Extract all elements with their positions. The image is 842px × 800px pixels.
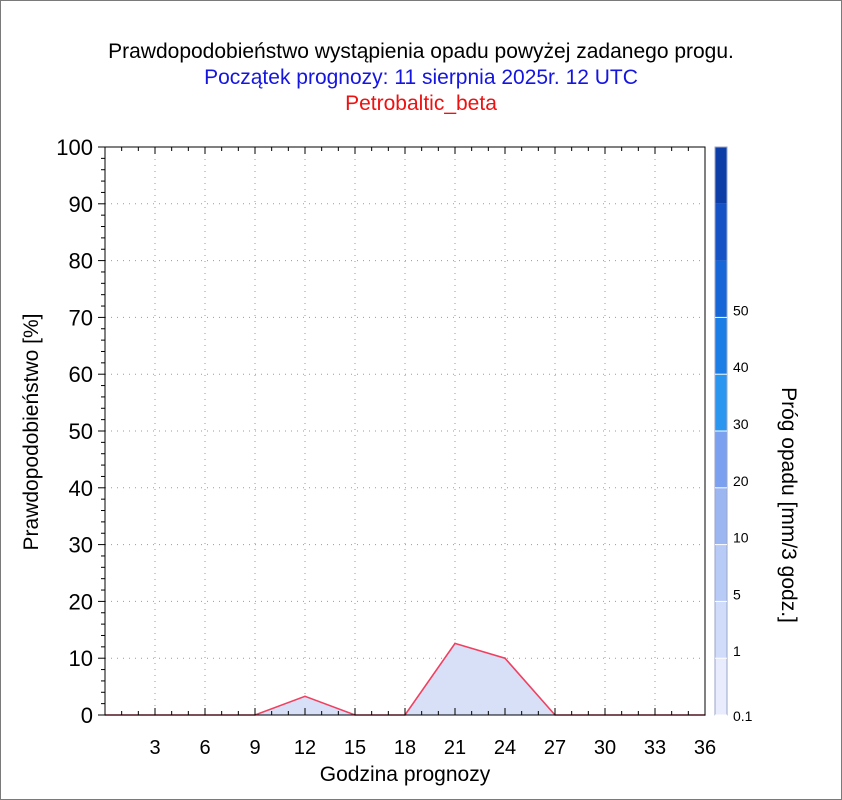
series-line <box>105 642 705 716</box>
grid <box>105 147 705 715</box>
data-point <box>504 657 506 659</box>
y-tick-label: 50 <box>69 419 93 444</box>
y-tick-label: 100 <box>56 135 93 160</box>
colorbar-segment <box>715 601 727 659</box>
colorbar-segment <box>715 544 727 602</box>
colorbar-label: Próg opadu [mm/3 godz.] <box>777 387 800 623</box>
y-tick-label: 10 <box>69 646 93 671</box>
y-tick-label: 20 <box>69 589 93 614</box>
data-point <box>454 642 456 645</box>
colorbar-tick-label: 1 <box>733 643 741 659</box>
colorbar-tick-label: 0.1 <box>733 708 753 724</box>
y-tick-label: 60 <box>69 362 93 387</box>
colorbar-tick-label: 40 <box>733 359 749 375</box>
x-tick-label: 30 <box>594 737 616 759</box>
colorbar-segment <box>715 374 727 431</box>
x-tick-label: 21 <box>444 737 466 759</box>
x-tick-label: 15 <box>344 737 366 759</box>
x-tick-label: 12 <box>294 737 316 759</box>
x-tick-label: 36 <box>694 737 716 759</box>
x-axis-label: Godzina prognozy <box>320 763 491 786</box>
y-axis-label: Prawdopodobieństwo [%] <box>20 314 43 551</box>
y-tick-label: 30 <box>69 533 93 558</box>
y-tick-label: 0 <box>81 703 93 728</box>
colorbar-segment <box>715 260 727 318</box>
colorbar: 0.1 1 5 10 20 30 40 50 <box>714 146 753 724</box>
x-tick-label: 6 <box>199 737 210 759</box>
colorbar-segment <box>715 317 727 375</box>
plot-area <box>104 642 706 716</box>
x-tick-labels: 3 6 9 12 15 18 21 24 27 30 33 36 <box>149 737 716 759</box>
x-tick-label: 18 <box>394 737 416 759</box>
model-name: Petrobaltic_beta <box>345 92 497 115</box>
x-tick-label: 27 <box>544 737 566 759</box>
colorbar-segment <box>715 203 727 261</box>
colorbar-tick-label: 20 <box>733 473 749 489</box>
colorbar-segment <box>715 487 727 545</box>
colorbar-tick-label: 50 <box>733 302 749 318</box>
x-tick-label: 33 <box>644 737 666 759</box>
chart-subtitle: Początek prognozy: 11 sierpnia 2025r. 12… <box>204 66 638 89</box>
x-tick-label: 24 <box>494 737 516 759</box>
data-point <box>304 695 306 698</box>
y-tick-label: 90 <box>69 192 93 217</box>
series-area <box>105 643 705 715</box>
x-tick-label: 9 <box>249 737 260 759</box>
y-tick-label: 80 <box>69 249 93 274</box>
y-tick-labels: 0 10 20 30 40 50 60 70 80 90 100 <box>56 135 93 728</box>
colorbar-tick-label: 10 <box>733 530 749 546</box>
colorbar-segment <box>715 147 727 204</box>
colorbar-segment <box>715 658 727 715</box>
colorbar-segment <box>715 431 727 488</box>
colorbar-tick-label: 5 <box>733 586 741 602</box>
y-tick-label: 40 <box>69 476 93 501</box>
tick-marks <box>98 146 706 716</box>
y-tick-label: 70 <box>69 305 93 330</box>
chart-title: Prawdopodobieństwo wystąpienia opadu pow… <box>108 40 734 63</box>
x-tick-label: 3 <box>149 737 160 759</box>
colorbar-tick-label: 30 <box>733 416 749 432</box>
